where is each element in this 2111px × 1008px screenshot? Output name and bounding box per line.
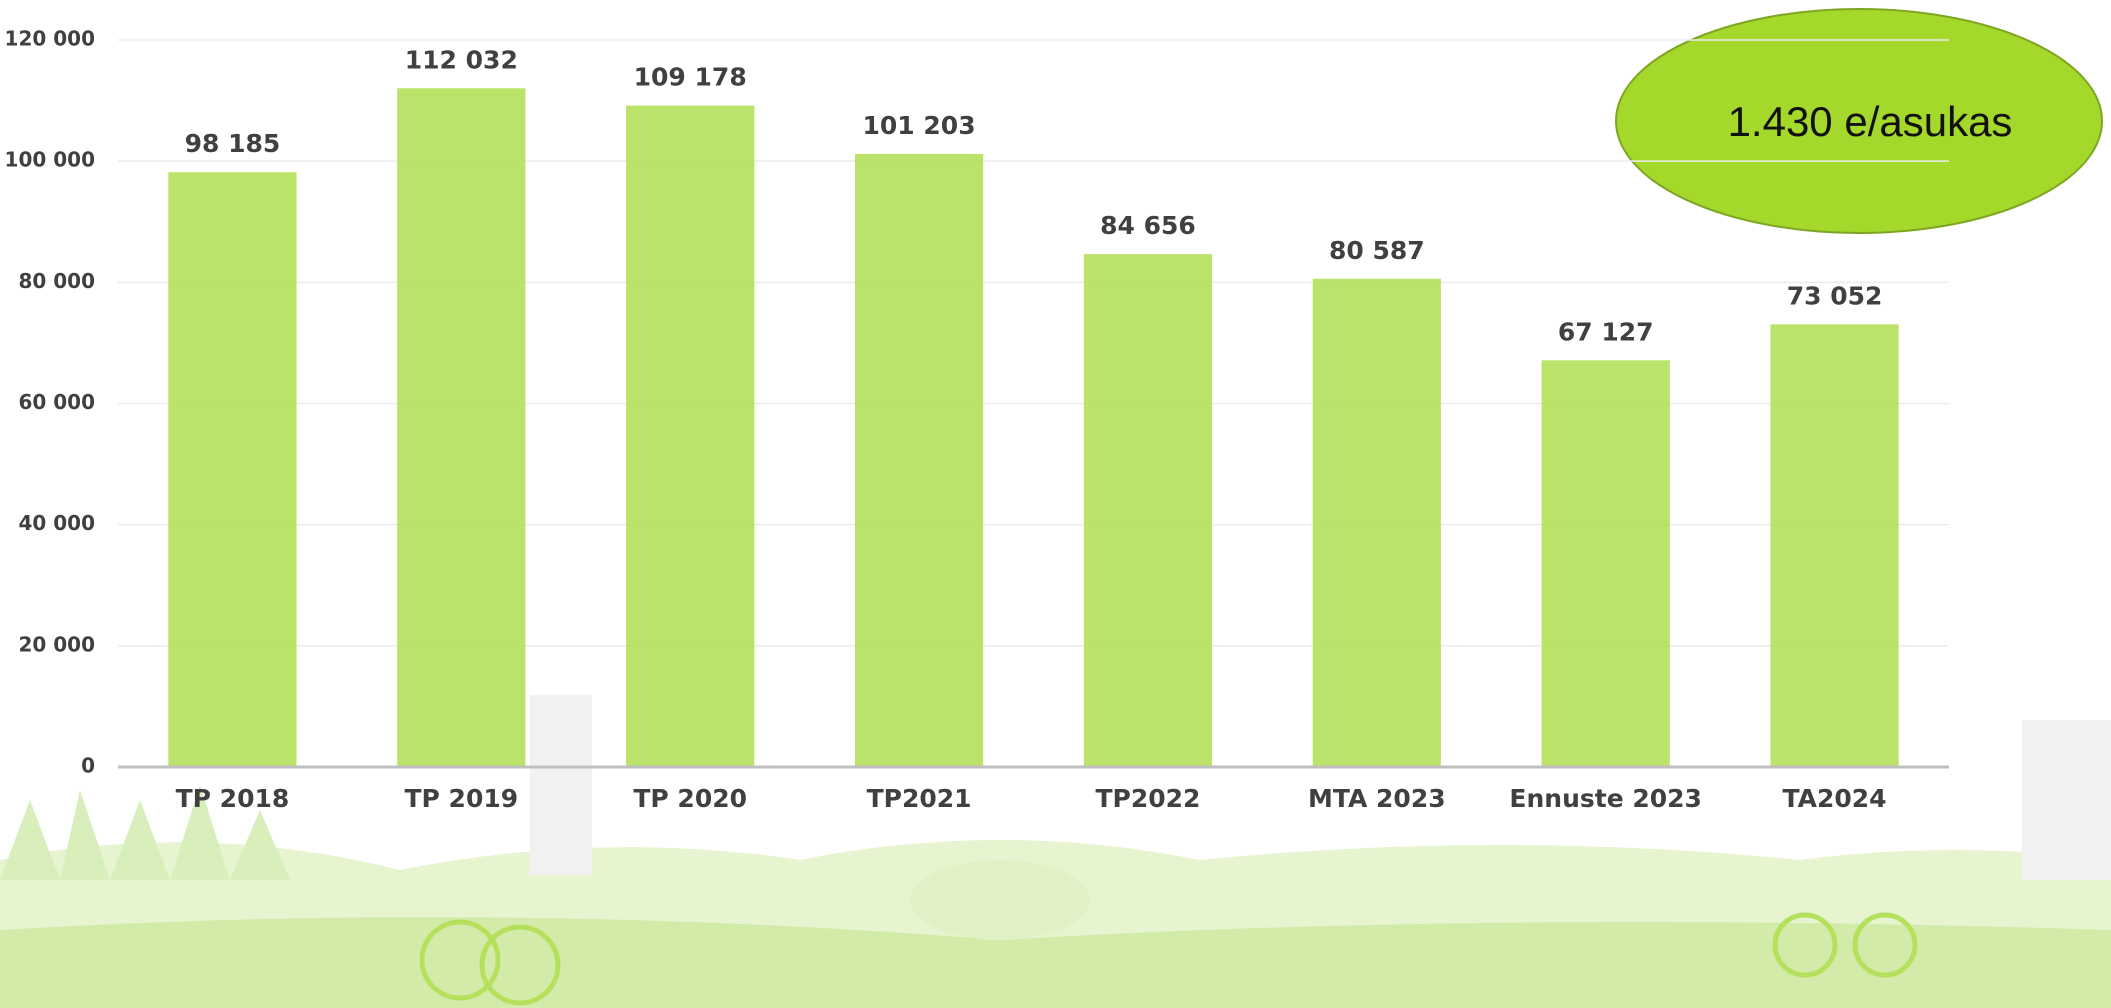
data-label: 67 127 <box>1558 317 1654 346</box>
y-tick-label: 100 000 <box>5 148 95 172</box>
bar <box>1084 254 1212 767</box>
data-label: 80 587 <box>1329 236 1425 265</box>
x-tick-label: TP 2020 <box>633 784 747 813</box>
building <box>530 695 592 875</box>
y-tick-label: 80 000 <box>18 269 95 293</box>
bar <box>1770 324 1898 767</box>
bar <box>1542 360 1670 767</box>
data-label: 109 178 <box>634 63 747 92</box>
page: 1.430 e/asukas 0 20 000 40 000 60 000 80 000… <box>0 0 2111 1008</box>
x-tick-label: TP 2018 <box>176 784 290 813</box>
data-label: 112 032 <box>405 45 518 74</box>
bar <box>168 172 296 767</box>
annotation-text: 1.430 e/asukas <box>1728 98 2013 145</box>
x-tick-label: MTA 2023 <box>1308 784 1446 813</box>
canopy <box>910 860 1090 940</box>
annotation: 1.430 e/asukas <box>1616 9 2102 233</box>
x-tick-label: TP2022 <box>1095 784 1200 813</box>
y-tick-label: 40 000 <box>18 511 95 535</box>
x-tick-label: TA2024 <box>1783 784 1887 813</box>
data-label: 73 052 <box>1787 281 1883 310</box>
building <box>2022 720 2111 880</box>
chart: 1.430 e/asukas 0 20 000 40 000 60 000 80 000… <box>0 0 2111 1008</box>
y-tick-label: 0 <box>81 754 95 778</box>
x-tick-label: Ennuste 2023 <box>1509 784 1702 813</box>
x-tick-label: TP2021 <box>867 784 972 813</box>
data-label: 84 656 <box>1100 211 1196 240</box>
data-label: 98 185 <box>185 129 281 158</box>
bar <box>1313 279 1441 767</box>
y-tick-label: 120 000 <box>5 27 95 51</box>
y-tick-label: 20 000 <box>18 632 95 656</box>
bar <box>855 154 983 767</box>
data-label: 101 203 <box>863 111 976 140</box>
bar <box>626 106 754 767</box>
y-tick-label: 60 000 <box>18 390 95 414</box>
bar <box>397 88 525 767</box>
x-tick-label: TP 2019 <box>404 784 518 813</box>
